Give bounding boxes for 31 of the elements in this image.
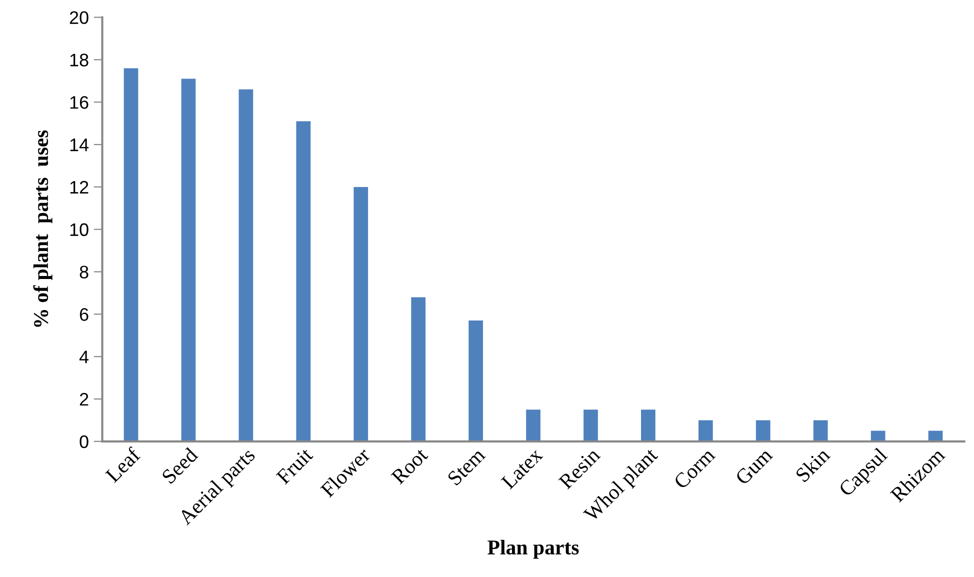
y-tick-label: 6 [80,308,88,321]
bar [124,68,138,442]
bar [238,89,254,442]
y-tick-label: 12 [70,180,88,194]
bar [756,420,770,442]
bar [813,420,828,442]
y-tick-label: 14 [70,138,89,152]
y-tick-label: 20 [70,11,88,24]
x-tick-label: Skin [794,446,831,483]
bar [641,410,656,442]
y-axis-title: % of plant parts uses [33,130,52,327]
x-axis-title: Plan parts [488,540,579,559]
y-tick-label: 8 [80,266,88,278]
bar [411,297,426,442]
x-tick-label: Gum [734,446,774,486]
y-tick-label: 16 [70,96,88,109]
y-tick-label: 4 [79,350,89,364]
bar [181,78,196,442]
bar [296,121,311,442]
x-tick-label: Stem [446,446,486,486]
bar [584,410,598,442]
y-tick-label: 18 [70,54,88,66]
y-tick-label: 10 [70,223,88,236]
x-tick-label: Root [390,446,429,485]
bar [468,320,483,442]
y-tick-label: 2 [80,392,88,406]
bar [698,420,713,442]
x-tick-label: Fruit [276,446,314,485]
bar [526,410,540,442]
bar [354,186,368,442]
y-tick-label: 0 [80,435,88,448]
